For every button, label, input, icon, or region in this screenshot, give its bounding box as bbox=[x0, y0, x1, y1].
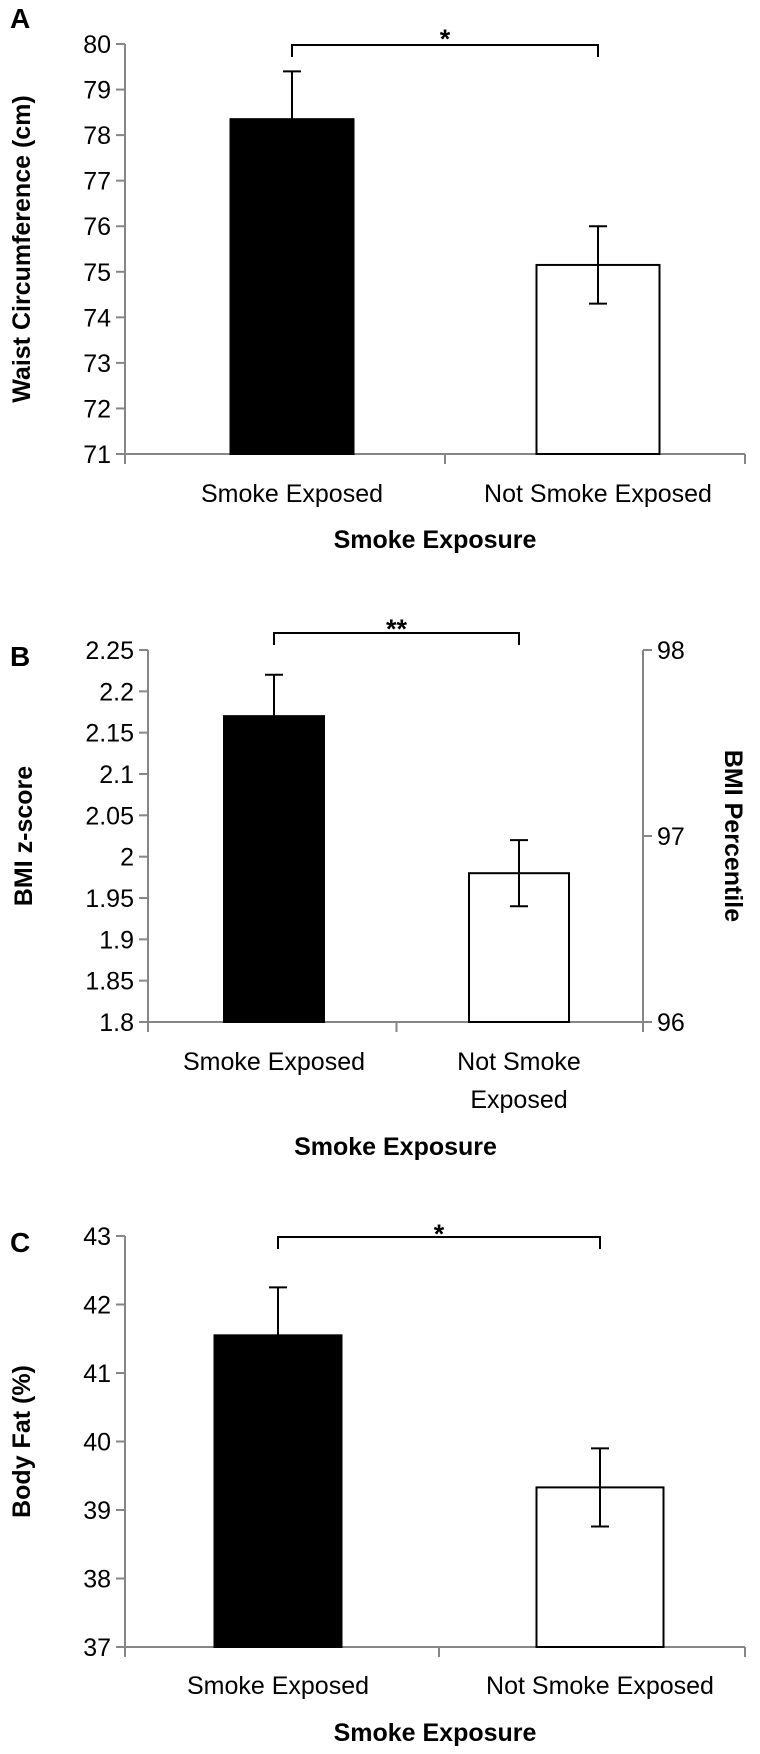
bar-smoke-exposed bbox=[223, 715, 325, 1024]
y-tick-label: 80 bbox=[83, 31, 111, 59]
y-tick-label: 77 bbox=[83, 168, 111, 196]
bar-smoke-exposed bbox=[213, 1334, 343, 1648]
x-axis-title: Smoke Exposure bbox=[334, 526, 537, 554]
category-label: Exposed bbox=[470, 1086, 567, 1114]
y-tick-label: 2 bbox=[120, 844, 134, 872]
y-tick-label: 2.15 bbox=[85, 720, 134, 748]
y-tick-label: 43 bbox=[83, 1223, 111, 1251]
y2-tick-label: 97 bbox=[657, 823, 685, 851]
y-tick-label: 38 bbox=[83, 1566, 111, 1594]
significance-bracket bbox=[273, 632, 520, 645]
y-tick-label: 37 bbox=[83, 1634, 111, 1662]
bar-smoke-exposed bbox=[229, 118, 355, 456]
y-tick-label: 2.25 bbox=[85, 637, 134, 665]
panel-letter: C bbox=[10, 1227, 30, 1258]
y-tick-label: 1.9 bbox=[99, 926, 134, 954]
significance-marker: ** bbox=[386, 614, 408, 644]
x-axis-title: Smoke Exposure bbox=[334, 1719, 537, 1747]
y2-tick-label: 98 bbox=[657, 637, 685, 665]
category-label: Not Smoke bbox=[457, 1048, 581, 1076]
y-tick-label: 79 bbox=[83, 77, 111, 105]
category-label: Smoke Exposed bbox=[187, 1672, 369, 1700]
y-tick-label: 74 bbox=[83, 304, 111, 332]
y-axis-title: Body Fat (%) bbox=[8, 1365, 36, 1518]
y-tick-label: 73 bbox=[83, 350, 111, 378]
y-tick-label: 2.2 bbox=[99, 678, 134, 706]
y-tick-label: 41 bbox=[83, 1360, 111, 1388]
category-label: Smoke Exposed bbox=[183, 1048, 365, 1076]
y-tick-label: 42 bbox=[83, 1292, 111, 1320]
category-label: Not Smoke Exposed bbox=[486, 1672, 714, 1700]
significance-bracket bbox=[291, 44, 599, 57]
y-tick-label: 1.8 bbox=[99, 1009, 134, 1037]
x-axis-title: Smoke Exposure bbox=[294, 1133, 497, 1161]
y-tick-label: 2.05 bbox=[85, 802, 134, 830]
y-tick-label: 2.1 bbox=[99, 761, 134, 789]
y-tick-label: 1.95 bbox=[85, 885, 134, 913]
y-tick-label: 75 bbox=[83, 259, 111, 287]
panel-letter: A bbox=[10, 3, 30, 34]
y-tick-label: 71 bbox=[83, 441, 111, 469]
y-axis-title: Waist Circumference (cm) bbox=[8, 95, 36, 403]
category-label: Not Smoke Exposed bbox=[484, 480, 712, 508]
y2-axis-title: BMI Percentile bbox=[719, 750, 747, 922]
y-axis-title: BMI z-score bbox=[10, 766, 38, 906]
y-tick-label: 1.85 bbox=[85, 968, 134, 996]
y2-tick-label: 96 bbox=[657, 1009, 685, 1037]
y-tick-label: 40 bbox=[83, 1429, 111, 1457]
panel-b: B 1.8 1.85 1.9 1.95 2 2.05 2.1 2.15 2.2 2.25 96 97 98… bbox=[10, 614, 747, 1161]
y-tick-label: 39 bbox=[83, 1497, 111, 1525]
y-tick-label: 72 bbox=[83, 395, 111, 423]
panel-c: C 37 38 39 40 41 42 43 Smoke Exposed Not Smoke Ex… bbox=[8, 1219, 746, 1747]
y-tick-label: 78 bbox=[83, 122, 111, 150]
significance-marker: * bbox=[434, 1219, 445, 1249]
panel-a: A 71 72 73 74 75 76 77 78 79 80 Smoke Exposed Not Sm… bbox=[8, 3, 746, 554]
significance-bracket bbox=[277, 1236, 601, 1249]
panel-letter: B bbox=[10, 641, 30, 672]
significance-marker: * bbox=[440, 24, 451, 54]
category-label: Smoke Exposed bbox=[201, 480, 383, 508]
y-tick-label: 76 bbox=[83, 213, 111, 241]
